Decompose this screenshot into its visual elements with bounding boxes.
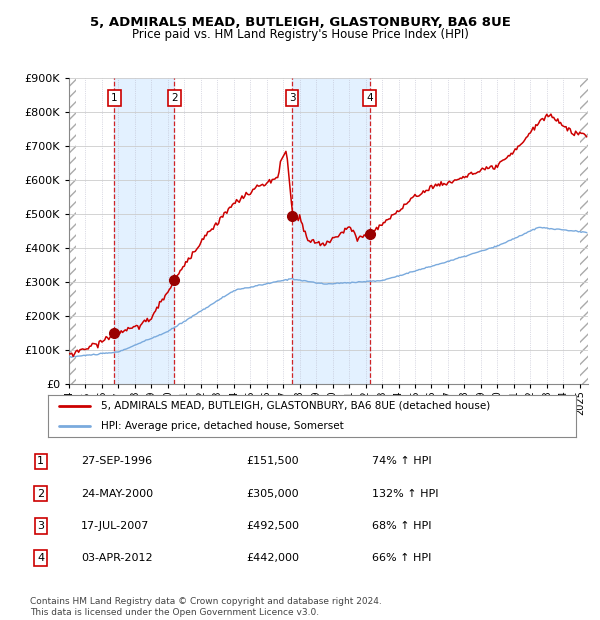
- Text: 68% ↑ HPI: 68% ↑ HPI: [372, 521, 431, 531]
- Text: 2: 2: [171, 93, 178, 103]
- Text: £151,500: £151,500: [246, 456, 299, 466]
- Text: 5, ADMIRALS MEAD, BUTLEIGH, GLASTONBURY, BA6 8UE: 5, ADMIRALS MEAD, BUTLEIGH, GLASTONBURY,…: [89, 16, 511, 29]
- Text: 24-MAY-2000: 24-MAY-2000: [81, 489, 153, 498]
- Text: 2: 2: [37, 489, 44, 498]
- Text: £305,000: £305,000: [246, 489, 299, 498]
- Text: 132% ↑ HPI: 132% ↑ HPI: [372, 489, 439, 498]
- Text: 17-JUL-2007: 17-JUL-2007: [81, 521, 149, 531]
- Text: 1: 1: [111, 93, 118, 103]
- Text: 3: 3: [37, 521, 44, 531]
- Bar: [292, 78, 370, 384]
- Text: 4: 4: [367, 93, 373, 103]
- Text: 66% ↑ HPI: 66% ↑ HPI: [372, 553, 431, 563]
- Text: £442,000: £442,000: [246, 553, 299, 563]
- Text: 03-APR-2012: 03-APR-2012: [81, 553, 152, 563]
- Text: HPI: Average price, detached house, Somerset: HPI: Average price, detached house, Some…: [101, 421, 344, 431]
- Bar: [115, 78, 175, 384]
- Text: 27-SEP-1996: 27-SEP-1996: [81, 456, 152, 466]
- Bar: [69, 78, 76, 384]
- Bar: [580, 78, 588, 384]
- Text: 74% ↑ HPI: 74% ↑ HPI: [372, 456, 431, 466]
- Text: 5, ADMIRALS MEAD, BUTLEIGH, GLASTONBURY, BA6 8UE (detached house): 5, ADMIRALS MEAD, BUTLEIGH, GLASTONBURY,…: [101, 401, 490, 411]
- Text: £492,500: £492,500: [246, 521, 299, 531]
- Text: 1: 1: [37, 456, 44, 466]
- Text: Contains HM Land Registry data © Crown copyright and database right 2024.
This d: Contains HM Land Registry data © Crown c…: [30, 598, 382, 617]
- Text: 3: 3: [289, 93, 295, 103]
- Text: 4: 4: [37, 553, 44, 563]
- Text: Price paid vs. HM Land Registry's House Price Index (HPI): Price paid vs. HM Land Registry's House …: [131, 28, 469, 41]
